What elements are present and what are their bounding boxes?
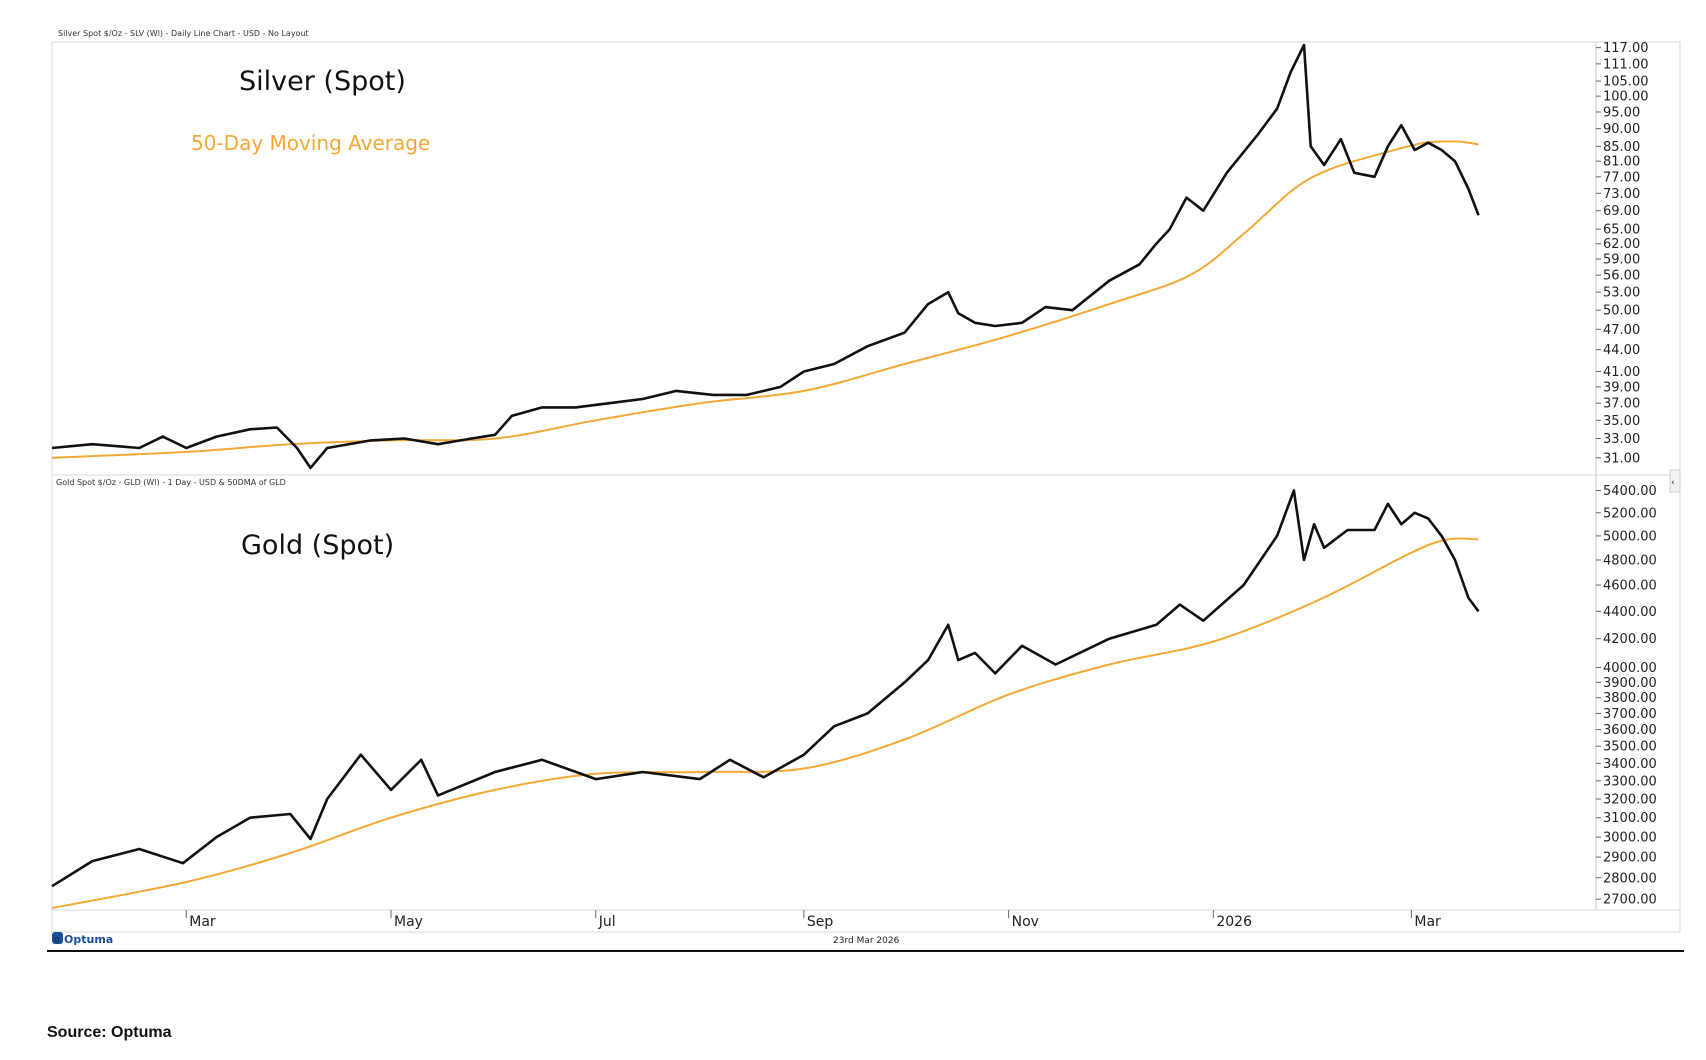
x-tick-label: Jul xyxy=(598,914,616,930)
y-tick-label: 111.00 xyxy=(1603,57,1649,72)
y-tick-label: 50.00 xyxy=(1603,304,1640,319)
gold-y-axis: 2700.00 2800.00 2900.00 3000.00 3100.00 3200.… xyxy=(1596,484,1657,908)
gold-chart-header: Gold Spot $/Oz - GLD (Wl) - 1 Day - USD … xyxy=(56,478,286,487)
y-tick-label: 105.00 xyxy=(1603,75,1649,90)
y-tick-label: 47.00 xyxy=(1603,323,1640,338)
chevron-left-icon[interactable]: ‹ xyxy=(1671,478,1675,488)
x-tick-label: 2026 xyxy=(1216,914,1252,930)
gold-price-line xyxy=(51,489,1480,888)
y-tick-label: 95.00 xyxy=(1603,105,1640,120)
y-tick-label: 2700.00 xyxy=(1603,893,1657,908)
y-tick-label: 85.00 xyxy=(1603,140,1640,155)
gold-title: Gold (Spot) xyxy=(241,530,394,561)
y-tick-label: 56.00 xyxy=(1603,269,1640,284)
y-tick-label: 3100.00 xyxy=(1603,811,1657,826)
y-tick-label: 3200.00 xyxy=(1603,793,1657,808)
y-tick-label: 33.00 xyxy=(1603,432,1640,447)
silver-title: Silver (Spot) xyxy=(239,66,406,97)
y-tick-label: 3700.00 xyxy=(1603,707,1657,722)
y-tick-label: 81.00 xyxy=(1603,155,1640,170)
chart-date: 23rd Mar 2026 xyxy=(833,936,900,946)
silver-chart-header: Silver Spot $/Oz - SLV (Wl) - Daily Line… xyxy=(58,29,309,38)
x-tick-label: Sep xyxy=(807,914,834,930)
y-tick-label: 90.00 xyxy=(1603,122,1640,137)
y-tick-label: 59.00 xyxy=(1603,253,1640,268)
y-tick-label: 69.00 xyxy=(1603,204,1640,219)
x-tick-label: Mar xyxy=(1414,914,1441,930)
y-tick-label: 117.00 xyxy=(1603,41,1649,56)
y-tick-label: 3600.00 xyxy=(1603,723,1657,738)
silver-price-line xyxy=(51,43,1480,470)
y-tick-label: 62.00 xyxy=(1603,237,1640,252)
time-axis-strip xyxy=(51,909,1681,933)
y-tick-label: 3000.00 xyxy=(1603,831,1657,846)
y-tick-label: 35.00 xyxy=(1603,414,1640,429)
ma-annotation: 50-Day Moving Average xyxy=(191,131,430,155)
y-tick-label: 3800.00 xyxy=(1603,691,1657,706)
y-tick-label: 3400.00 xyxy=(1603,757,1657,772)
y-tick-label: 73.00 xyxy=(1603,187,1640,202)
y-tick-label: 31.00 xyxy=(1603,451,1640,466)
optuma-logo: o Optuma xyxy=(52,932,113,946)
svg-text:o: o xyxy=(54,935,60,945)
y-tick-label: 2800.00 xyxy=(1603,871,1657,886)
y-tick-label: 5400.00 xyxy=(1603,484,1657,499)
y-tick-label: 2900.00 xyxy=(1603,851,1657,866)
x-tick-label: Mar xyxy=(189,914,216,930)
x-tick-label: Nov xyxy=(1012,914,1039,930)
y-tick-label: 41.00 xyxy=(1603,365,1640,380)
y-tick-label: 3300.00 xyxy=(1603,774,1657,789)
y-tick-label: 5000.00 xyxy=(1603,529,1657,544)
y-tick-label: 4000.00 xyxy=(1603,661,1657,676)
y-tick-label: 77.00 xyxy=(1603,170,1640,185)
gold-ma-line xyxy=(51,537,1479,909)
y-tick-label: 39.00 xyxy=(1603,380,1640,395)
y-tick-label: 4200.00 xyxy=(1603,632,1657,647)
time-x-axis: Mar May Jul Sep Nov 2026 Mar xyxy=(185,910,1441,930)
y-tick-label: 44.00 xyxy=(1603,343,1640,358)
y-tick-label: 3500.00 xyxy=(1603,740,1657,755)
collapse-handle[interactable] xyxy=(1669,469,1681,493)
y-tick-label: 37.00 xyxy=(1603,397,1640,412)
y-tick-label: 65.00 xyxy=(1603,223,1640,238)
y-tick-label: 100.00 xyxy=(1603,90,1649,105)
y-tick-label: 4400.00 xyxy=(1603,605,1657,620)
svg-text:Optuma: Optuma xyxy=(64,933,113,946)
y-tick-label: 4800.00 xyxy=(1603,553,1657,568)
y-tick-label: 3900.00 xyxy=(1603,676,1657,691)
silver-panel-frame xyxy=(51,41,1681,476)
y-tick-label: 53.00 xyxy=(1603,286,1640,301)
y-tick-label: 4600.00 xyxy=(1603,579,1657,594)
y-tick-label: 5200.00 xyxy=(1603,506,1657,521)
source-caption: Source: Optuma xyxy=(47,1024,172,1041)
silver-ma-line xyxy=(51,140,1479,459)
x-tick-label: May xyxy=(394,914,423,930)
